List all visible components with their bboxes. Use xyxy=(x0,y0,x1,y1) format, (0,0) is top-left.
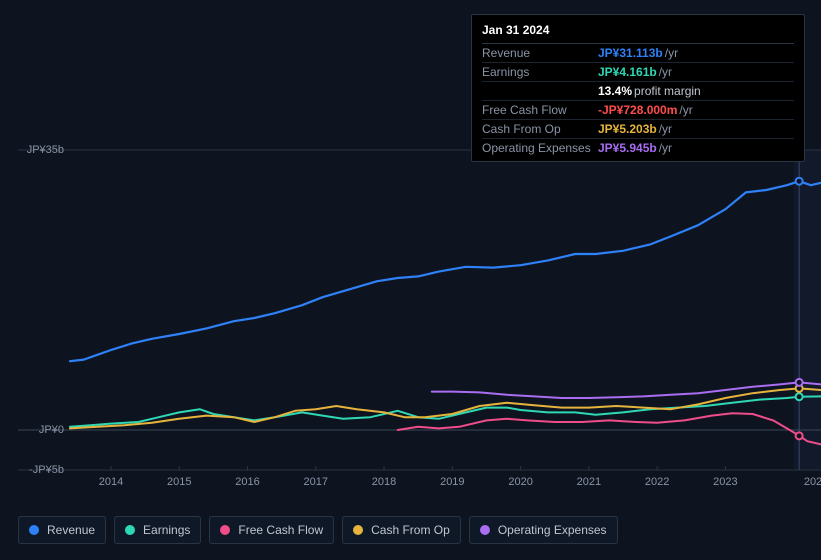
tooltip-row: Free Cash Flow-JP¥728.000m /yr xyxy=(482,101,794,120)
legend-label: Operating Expenses xyxy=(498,523,607,537)
legend-item-operating-expenses[interactable]: Operating Expenses xyxy=(469,516,618,544)
tooltip-row-value: JP¥5.945b xyxy=(598,141,657,155)
tooltip-row-value: -JP¥728.000m xyxy=(598,103,677,117)
legend-item-free-cash-flow[interactable]: Free Cash Flow xyxy=(209,516,334,544)
tooltip-row-label: Operating Expenses xyxy=(482,141,598,155)
x-tick-label: 2019 xyxy=(440,476,464,488)
series-cash-from-op xyxy=(70,388,821,428)
chart-canvas[interactable] xyxy=(18,150,821,470)
tooltip-row-value: JP¥31.113b xyxy=(598,46,663,60)
x-tick-label: 2014 xyxy=(99,476,123,488)
tooltip-row: RevenueJP¥31.113b /yr xyxy=(482,44,794,63)
x-tick-label: 2022 xyxy=(645,476,669,488)
x-tick-label: 2023 xyxy=(713,476,737,488)
legend-dot-icon xyxy=(353,525,363,535)
x-tick-label: 2021 xyxy=(577,476,601,488)
legend-dot-icon xyxy=(480,525,490,535)
financials-chart: -JP¥5bJP¥0JP¥35b 20142015201620172018201… xyxy=(0,150,821,496)
tooltip-row-suffix: /yr xyxy=(659,122,672,136)
legend-item-earnings[interactable]: Earnings xyxy=(114,516,201,544)
legend-dot-icon xyxy=(125,525,135,535)
tooltip-date: Jan 31 2024 xyxy=(482,21,794,44)
x-axis: 2014 2015 2016 2017 2018 2019 2020 2021 2022 2023… xyxy=(18,476,821,496)
tooltip-row-label: Earnings xyxy=(482,65,598,79)
x-tick-label: 2020 xyxy=(508,476,532,488)
tooltip-row-suffix: /yr xyxy=(659,65,672,79)
tooltip-row-suffix: /yr xyxy=(659,141,672,155)
chart-legend: Revenue Earnings Free Cash Flow Cash From O… xyxy=(18,516,618,544)
tooltip-row-label: Revenue xyxy=(482,46,598,60)
legend-item-cash-from-op[interactable]: Cash From Op xyxy=(342,516,461,544)
series-operating-expenses xyxy=(432,382,821,398)
legend-label: Free Cash Flow xyxy=(238,523,323,537)
legend-item-revenue[interactable]: Revenue xyxy=(18,516,106,544)
legend-label: Revenue xyxy=(47,523,95,537)
tooltip-row-suffix: /yr xyxy=(679,103,692,117)
tooltip-row: 13.4% profit margin xyxy=(482,82,794,101)
legend-dot-icon xyxy=(29,525,39,535)
tooltip-row: Cash From OpJP¥5.203b /yr xyxy=(482,120,794,139)
tooltip-row-suffix: /yr xyxy=(665,46,678,60)
legend-label: Cash From Op xyxy=(371,523,450,537)
x-tick-label: 2018 xyxy=(372,476,396,488)
series-revenue xyxy=(70,181,821,361)
tooltip-row-value: 13.4% xyxy=(598,84,632,98)
y-tick-label: JP¥35b xyxy=(27,144,64,156)
chart-tooltip: Jan 31 2024 RevenueJP¥31.113b /yrEarning… xyxy=(471,14,805,162)
y-tick-label: JP¥0 xyxy=(39,424,64,436)
y-tick-label: -JP¥5b xyxy=(29,464,64,476)
tooltip-row-label: Free Cash Flow xyxy=(482,103,598,117)
series-earnings xyxy=(70,396,821,426)
tooltip-row-value: JP¥4.161b xyxy=(598,65,657,79)
tooltip-row: EarningsJP¥4.161b /yr xyxy=(482,63,794,82)
legend-label: Earnings xyxy=(143,523,190,537)
tooltip-row-value: JP¥5.203b xyxy=(598,122,657,136)
x-tick-label: 2017 xyxy=(304,476,328,488)
x-tick-label: 2015 xyxy=(167,476,191,488)
x-tick-label: 2016 xyxy=(235,476,259,488)
x-tick-label: 202 xyxy=(804,476,821,488)
tooltip-row: Operating ExpensesJP¥5.945b /yr xyxy=(482,139,794,157)
tooltip-row-label: Cash From Op xyxy=(482,122,598,136)
legend-dot-icon xyxy=(220,525,230,535)
series-free-cash-flow xyxy=(398,413,821,444)
tooltip-row-extra: profit margin xyxy=(634,84,701,98)
